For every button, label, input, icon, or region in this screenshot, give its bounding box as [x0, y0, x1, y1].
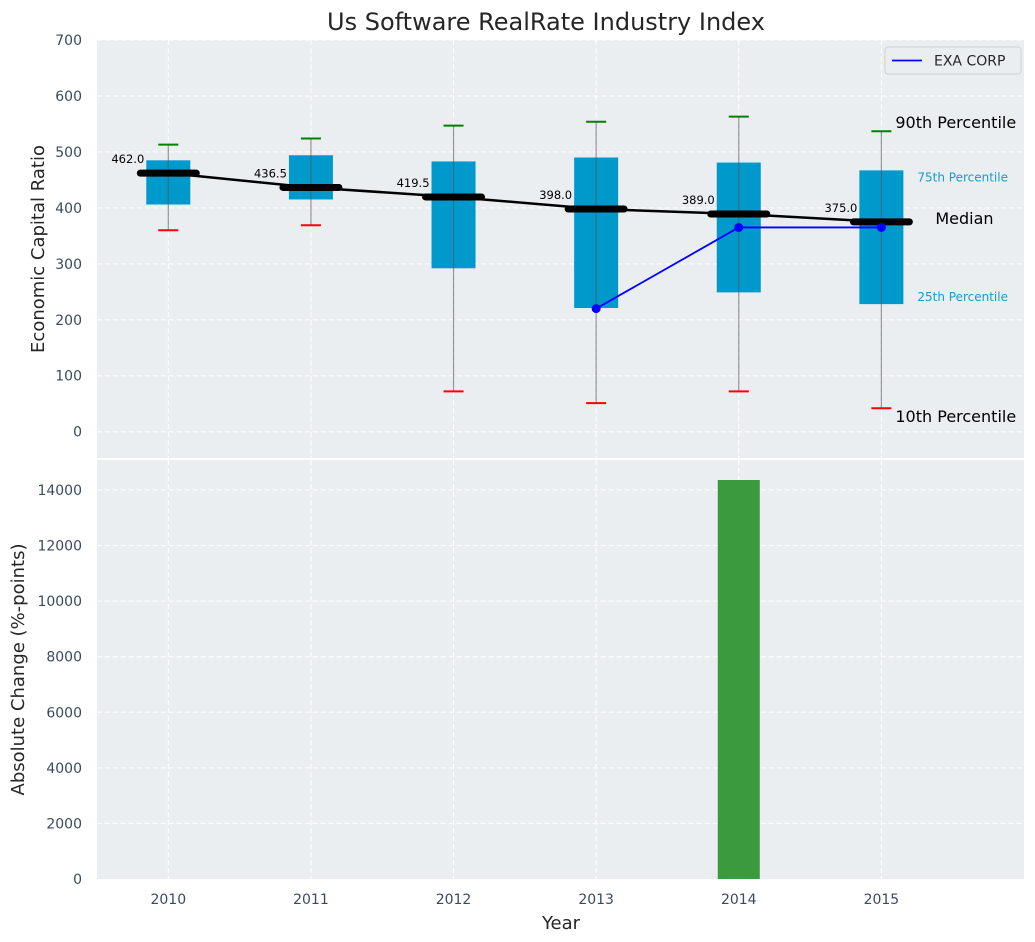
bottom-y-tick-label: 2000	[46, 816, 82, 832]
x-tick-label: 2014	[721, 892, 757, 908]
top-y-tick-label: 200	[55, 313, 82, 329]
bottom-y-tick-labels: 0 2000 4000 6000 8000 10000 12000 14000	[37, 483, 82, 888]
x-tick-label: 2015	[864, 892, 900, 908]
annotation-90th: 90th Percentile	[895, 113, 1016, 132]
top-y-tick-label: 400	[55, 201, 82, 217]
exa-corp-point	[734, 222, 744, 232]
bottom-y-tick-label: 14000	[37, 483, 82, 499]
annotation-25th: 25th Percentile	[917, 290, 1008, 304]
median-value-label: 375.0	[824, 201, 857, 215]
top-y-axis-label: Economic Capital Ratio	[28, 145, 49, 353]
chart-title: Us Software RealRate Industry Index	[327, 8, 765, 36]
x-tick-label: 2011	[293, 892, 329, 908]
median-value-label: 398.0	[539, 188, 572, 202]
bottom-y-tick-label: 8000	[46, 650, 82, 666]
median-value-label: 419.5	[397, 176, 430, 190]
top-y-tick-label: 100	[55, 369, 82, 385]
bar-group	[717, 480, 760, 879]
bottom-plot-background	[97, 460, 1024, 879]
x-tick-label: 2012	[436, 892, 472, 908]
top-y-tick-labels: 0 100 200 300 400 500 600 700	[55, 33, 82, 441]
annotation-median: Median	[935, 209, 993, 228]
exa-corp-point	[876, 222, 886, 232]
exa-corp-series	[591, 222, 886, 314]
x-tick-label: 2010	[150, 892, 186, 908]
legend-label-exa-corp: EXA CORP	[934, 54, 1005, 70]
annotation-10th: 10th Percentile	[895, 407, 1016, 426]
bottom-y-tick-label: 10000	[37, 594, 82, 610]
top-y-tick-label: 600	[55, 89, 82, 105]
x-tick-labels: 2010 2011 2012 2013 2014 2015	[150, 892, 899, 908]
x-axis-label: Year	[541, 913, 581, 934]
top-y-tick-label: 700	[55, 33, 82, 49]
top-y-tick-label: 300	[55, 257, 82, 273]
bottom-y-axis-label: Absolute Change (%-points)	[8, 544, 29, 796]
median-value-label: 462.0	[111, 152, 144, 166]
top-y-tick-label: 500	[55, 145, 82, 161]
median-value-label: 389.0	[682, 193, 715, 207]
median-trend: 462.0 436.5 419.5 398.0 389.0 375.0	[111, 152, 913, 226]
median-value-label: 436.5	[254, 166, 287, 180]
legend-box	[884, 46, 1022, 75]
bottom-y-tick-label: 12000	[37, 539, 82, 555]
top-axes: 0 100 200 300 400 500 600 700 Economic Capital …	[28, 33, 1024, 458]
legend: EXA CORP	[884, 46, 1022, 75]
x-tick-label: 2013	[578, 892, 614, 908]
change-bar	[717, 480, 760, 879]
percentile-annotations: 90th Percentile 75th Percentile Median 2…	[895, 113, 1016, 426]
bottom-y-tick-label: 4000	[46, 761, 82, 777]
top-y-tick-label: 0	[73, 425, 82, 441]
annotation-75th: 75th Percentile	[917, 170, 1008, 184]
exa-corp-point	[591, 304, 601, 314]
bottom-y-tick-label: 6000	[46, 705, 82, 721]
bottom-y-tick-label: 0	[73, 872, 82, 888]
